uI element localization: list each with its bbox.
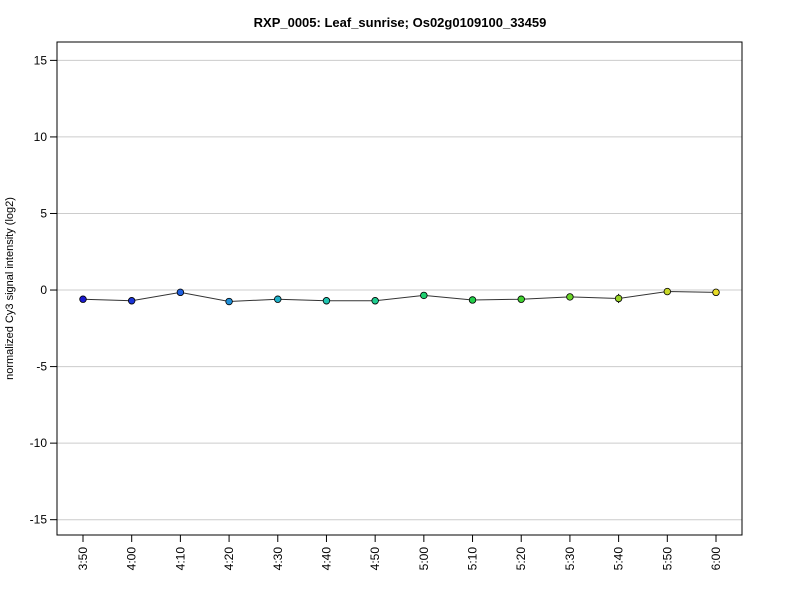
data-point (225, 297, 233, 306)
data-point (127, 297, 136, 305)
x-tick-label: 6:00 (709, 547, 723, 571)
y-tick-label: 15 (34, 53, 48, 67)
x-tick-label: 4:10 (173, 547, 187, 571)
data-point (712, 288, 720, 297)
y-axis: -15 -10 -5 0 5 10 15 (30, 53, 57, 527)
x-axis: 3:50 4:00 4:10 4:20 4:30 4:40 4:50 5:00 5:10 5:20… (76, 534, 723, 571)
x-tick-label: 5:40 (612, 547, 626, 571)
y-axis-label: normalized Cy3 signal intensity (log2) (4, 197, 16, 380)
data-point (614, 294, 623, 303)
x-tick-label: 4:40 (319, 547, 333, 571)
data-point (176, 288, 185, 297)
data-point (79, 295, 87, 303)
y-tick-label: 10 (34, 130, 48, 144)
x-tick-label: 4:30 (271, 547, 285, 571)
y-tick-label: -10 (30, 436, 48, 450)
x-tick-label: 5:00 (417, 547, 431, 571)
plot-frame (56, 41, 743, 536)
x-tick-label: 5:30 (563, 547, 577, 571)
data-point (663, 287, 672, 296)
data-point (468, 296, 477, 304)
x-tick-label: 5:20 (514, 547, 528, 571)
x-tick-label: 4:50 (368, 547, 382, 571)
data-point (274, 295, 282, 303)
data-point (517, 295, 525, 303)
grid-lines (57, 59, 742, 521)
x-tick-label: 5:10 (466, 547, 480, 571)
chart-title: RXP_0005: Leaf_sunrise; Os02g0109100_334… (254, 15, 547, 30)
y-tick-label: -5 (36, 360, 47, 374)
x-tick-label: 4:20 (222, 547, 236, 571)
x-tick-label: 4:00 (125, 547, 139, 571)
y-tick-label: 5 (40, 206, 47, 220)
series-line (82, 291, 717, 303)
x-tick-label: 3:50 (76, 547, 90, 571)
series (79, 287, 720, 306)
y-tick-label: 0 (40, 283, 47, 297)
data-point (371, 297, 379, 305)
data-point (420, 291, 428, 300)
x-tick-label: 5:50 (660, 547, 674, 571)
data-point (322, 297, 331, 305)
y-tick-label: -15 (30, 513, 48, 527)
data-point (566, 293, 574, 301)
